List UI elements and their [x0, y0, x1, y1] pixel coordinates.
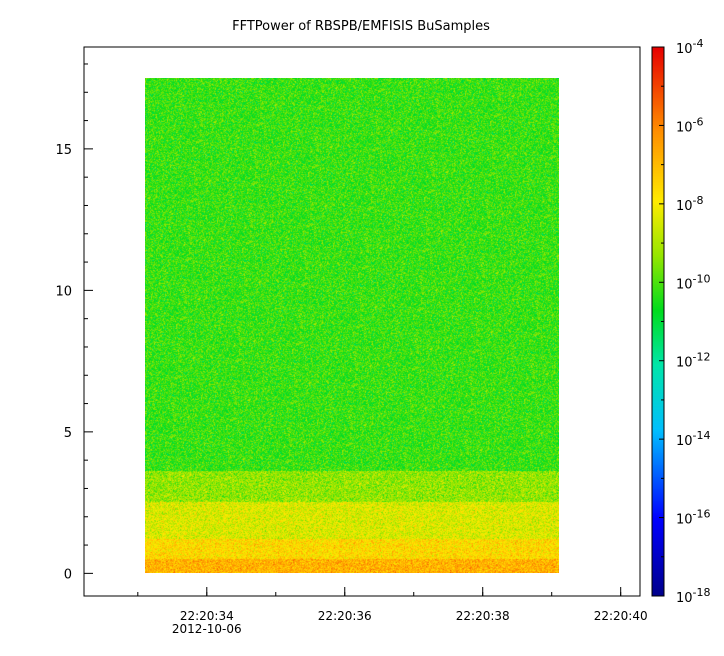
x-tick-label: 22:20:34 [180, 609, 234, 623]
colorbar-tick-label: 10-16 [676, 508, 711, 528]
chart-title: FFTPower of RBSPB/EMFISIS BuSamples [232, 19, 490, 34]
colorbar-tick-label: 10-14 [676, 429, 711, 449]
spectrogram-image-container [145, 78, 559, 573]
x-tick-label: 22:20:40 [594, 609, 648, 623]
y-tick-label: 5 [64, 426, 72, 441]
x-date-label: 2012-10-06 [172, 622, 242, 636]
x-tick-label: 22:20:36 [318, 609, 372, 623]
colorbar-tick-label: 10-4 [676, 37, 704, 57]
y-tick-label: 15 [55, 143, 72, 158]
y-tick-label: 0 [64, 567, 72, 582]
y-axis: 0 5 10 15 [55, 63, 93, 582]
colorbar-gradient [652, 47, 664, 596]
colorbar-tick-label: 10-10 [676, 272, 711, 292]
x-tick-label: 22:20:38 [456, 609, 510, 623]
colorbar-tick-label: 10-18 [676, 586, 711, 606]
spectrogram-image [145, 78, 559, 573]
colorbar-tick-label: 10-12 [676, 351, 711, 371]
colorbar-tick-label: 10-8 [676, 194, 704, 214]
colorbar-container [652, 47, 664, 596]
colorbar-axis: 10-18 10-16 10-14 10-12 10-10 10-8 10-6 10-4 [659, 37, 711, 606]
y-tick-label: 10 [55, 284, 72, 299]
x-axis: 22:20:34 22:20:36 22:20:38 22:20:40 [137, 587, 648, 623]
colorbar-tick-label: 10-6 [676, 115, 704, 135]
